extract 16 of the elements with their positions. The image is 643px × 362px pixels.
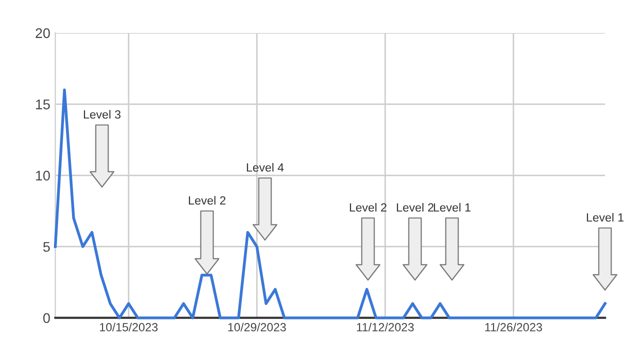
annotation: Level 2 bbox=[350, 202, 386, 212]
y-tick-label: 10 bbox=[36, 170, 50, 181]
x-tick-label: 10/29/2023 bbox=[228, 322, 286, 332]
x-tick-label: 11/12/2023 bbox=[356, 322, 414, 332]
y-tick-label: 0 bbox=[43, 313, 50, 324]
y-tick-label: 20 bbox=[36, 28, 50, 38]
annotation: Level 2 bbox=[188, 196, 226, 205]
annotation: Level 2 bbox=[396, 202, 434, 212]
y-tick-label: 15 bbox=[36, 100, 50, 110]
annotation: Level 4 bbox=[246, 162, 284, 172]
annotation: Level 3 bbox=[84, 110, 121, 119]
x-tick-label: 11/26/2023 bbox=[485, 322, 542, 332]
annotation: Level 1 bbox=[434, 202, 470, 212]
y-tick-label: 5 bbox=[43, 242, 50, 252]
x-tick-label: 10/15/2023 bbox=[100, 322, 158, 332]
annotation: Level 1 bbox=[586, 212, 624, 222]
